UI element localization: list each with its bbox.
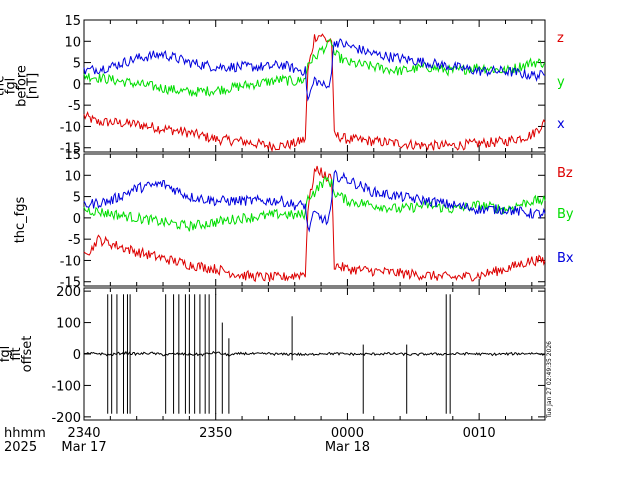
series-line-x [83, 38, 546, 102]
y-axis-label: thc_fgs [13, 196, 28, 243]
legend-entry-Bz: Bz [557, 166, 573, 181]
legend-entry-x: x [557, 117, 565, 132]
x-date-label: Mar 17 [61, 440, 106, 455]
y-tick-label: -5 [68, 233, 81, 248]
y-axis-label: offset [20, 336, 35, 373]
series-line-Bz [83, 165, 546, 283]
y-tick-label: 0 [73, 212, 81, 227]
y-tick-label: 10 [64, 35, 81, 50]
legend-entry-Bx: Bx [557, 251, 574, 266]
y-tick-label: 200 [56, 285, 81, 300]
series-line-z [83, 33, 546, 153]
y-axis-label: [nT] [26, 73, 41, 99]
y-tick-label: 0 [73, 78, 81, 93]
y-tick-label: -200 [51, 411, 81, 426]
y-tick-label: -100 [51, 379, 81, 394]
y-tick-label: 10 [64, 169, 81, 184]
x-tick-label: 0010 [463, 426, 496, 441]
y-tick-label: 5 [73, 57, 81, 72]
legend-entry-y: y [557, 75, 565, 90]
plot-frame [83, 19, 546, 153]
y-axis-label: fit [9, 347, 24, 360]
x-tick-label: 2350 [199, 426, 232, 441]
y-axis-label: before [15, 65, 30, 107]
generation-timestamp: Tue Jan 27 02:49:35 2026 [546, 341, 553, 419]
y-tick-label: -15 [60, 276, 81, 291]
time-axis-unit-label: hhmm [4, 426, 46, 441]
time-axis-year-label: 2025 [4, 440, 37, 455]
y-axis-label: fgl [0, 346, 13, 362]
y-tick-label: 0 [73, 348, 81, 363]
y-tick-label: 100 [56, 317, 81, 332]
x-tick-label: 2340 [67, 426, 100, 441]
y-tick-label: 15 [64, 14, 81, 29]
y-tick-label: 15 [64, 148, 81, 163]
plot-frame [83, 153, 546, 287]
y-axis-label: fgl [4, 78, 19, 94]
y-tick-label: 5 [73, 191, 81, 206]
x-tick-label: 0000 [331, 426, 364, 441]
x-date-label: Mar 18 [325, 440, 370, 455]
series-line-Bx [83, 169, 546, 233]
y-tick-label: -10 [60, 120, 81, 135]
legend-entry-By: By [557, 207, 574, 222]
legend-entry-z: z [557, 31, 564, 46]
series-line-offset [84, 350, 546, 358]
panel-fgs: 15 10 5 0 -5 -10 -15 thc_fgs Bz By Bx [13, 148, 574, 291]
y-tick-label: -10 [60, 254, 81, 269]
y-tick-label: -5 [68, 99, 81, 114]
y-axis-label: thc [0, 76, 8, 96]
y-tick-label: -15 [60, 142, 81, 157]
